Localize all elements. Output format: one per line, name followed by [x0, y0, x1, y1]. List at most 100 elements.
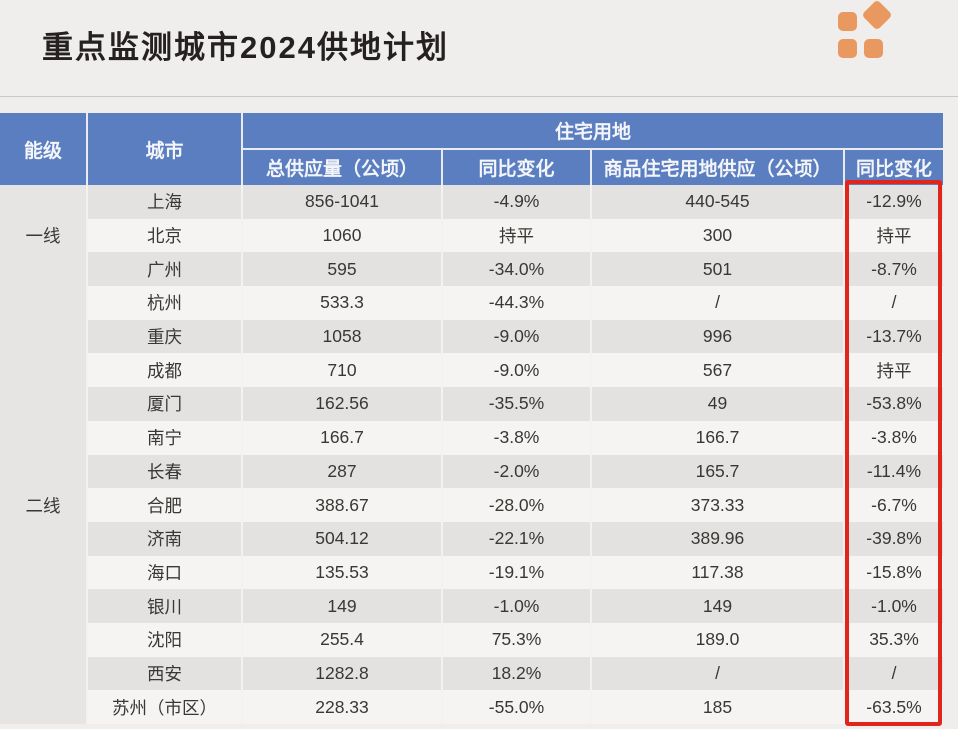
- value-cell: 996: [592, 319, 845, 354]
- table-row: 长春 287 -2.0% 165.7 -11.4%: [0, 454, 944, 489]
- value-cell: 388.67: [243, 488, 443, 522]
- title-divider: [0, 96, 958, 97]
- value-cell: -11.4%: [845, 454, 944, 489]
- table-row: 重庆 1058 -9.0% 996 -13.7%: [0, 319, 944, 354]
- tier-cell: 二线: [0, 286, 88, 724]
- value-cell: -1.0%: [845, 589, 944, 623]
- value-cell: 228.33: [243, 690, 443, 724]
- table-row: 海口 135.53 -19.1% 117.38 -15.8%: [0, 555, 944, 590]
- value-cell: -55.0%: [443, 690, 592, 724]
- value-cell: -35.5%: [443, 387, 592, 421]
- value-cell: 255.4: [243, 622, 443, 657]
- table-header: 能级 城市 住宅用地 总供应量（公顷） 同比变化 商品住宅用地供应（公顷） 同比…: [0, 113, 944, 185]
- header-city: 城市: [88, 113, 243, 185]
- value-cell: /: [592, 656, 845, 691]
- value-cell: 166.7: [592, 420, 845, 455]
- value-cell: 166.7: [243, 420, 443, 455]
- value-cell: 504.12: [243, 521, 443, 556]
- value-cell: -9.0%: [443, 319, 592, 354]
- value-cell: 1282.8: [243, 656, 443, 691]
- table-row: 沈阳 255.4 75.3% 189.0 35.3%: [0, 622, 944, 657]
- value-cell: 持平: [443, 218, 592, 253]
- value-cell: 162.56: [243, 387, 443, 421]
- table-row: 南宁 166.7 -3.8% 166.7 -3.8%: [0, 420, 944, 455]
- header-yoy-change-2: 同比变化: [845, 150, 944, 185]
- value-cell: 185: [592, 690, 845, 724]
- value-cell: 501: [592, 252, 845, 287]
- value-cell: /: [592, 286, 845, 320]
- land-supply-table: 能级 城市 住宅用地 总供应量（公顷） 同比变化 商品住宅用地供应（公顷） 同比…: [0, 113, 944, 724]
- city-cell: 广州: [88, 252, 243, 287]
- value-cell: -28.0%: [443, 488, 592, 522]
- value-cell: 149: [243, 589, 443, 623]
- value-cell: 440-545: [592, 185, 845, 219]
- value-cell: -6.7%: [845, 488, 944, 522]
- value-cell: 18.2%: [443, 656, 592, 691]
- city-cell: 西安: [88, 656, 243, 691]
- city-cell: 上海: [88, 185, 243, 219]
- value-cell: -22.1%: [443, 521, 592, 556]
- city-cell: 南宁: [88, 420, 243, 455]
- value-cell: 35.3%: [845, 622, 944, 657]
- table-body: 一线 上海 856-1041 -4.9% 440-545 -12.9% 北京 1060 持平 30…: [0, 185, 944, 724]
- logo-square-icon: [838, 39, 857, 58]
- city-cell: 海口: [88, 555, 243, 590]
- table-row: 苏州（市区） 228.33 -55.0% 185 -63.5%: [0, 690, 944, 724]
- value-cell: 135.53: [243, 555, 443, 590]
- value-cell: 567: [592, 353, 845, 388]
- value-cell: -12.9%: [845, 185, 944, 219]
- logo-square-icon: [864, 39, 883, 58]
- value-cell: 300: [592, 218, 845, 253]
- value-cell: /: [845, 656, 944, 691]
- value-cell: -13.7%: [845, 319, 944, 354]
- city-cell: 重庆: [88, 319, 243, 354]
- value-cell: 373.33: [592, 488, 845, 522]
- value-cell: 持平: [845, 353, 944, 388]
- header-group-residential-land: 住宅用地: [243, 113, 944, 150]
- value-cell: -8.7%: [845, 252, 944, 287]
- table-row: 广州 595 -34.0% 501 -8.7%: [0, 252, 944, 287]
- city-cell: 长春: [88, 454, 243, 489]
- table-row: 北京 1060 持平 300 持平: [0, 218, 944, 253]
- table-row: 济南 504.12 -22.1% 389.96 -39.8%: [0, 521, 944, 556]
- value-cell: 75.3%: [443, 622, 592, 657]
- value-cell: -39.8%: [845, 521, 944, 556]
- city-cell: 杭州: [88, 286, 243, 320]
- value-cell: 持平: [845, 218, 944, 253]
- table-row: 厦门 162.56 -35.5% 49 -53.8%: [0, 387, 944, 421]
- table-row: 一线 上海 856-1041 -4.9% 440-545 -12.9%: [0, 185, 944, 287]
- value-cell: 165.7: [592, 454, 845, 489]
- page-title: 重点监测城市2024供地计划: [42, 30, 449, 65]
- city-cell: 北京: [88, 218, 243, 253]
- table-row: 二线 杭州 533.3 -44.3% / /: [0, 286, 944, 724]
- city-cell: 银川: [88, 589, 243, 623]
- value-cell: 389.96: [592, 521, 845, 556]
- value-cell: 595: [243, 252, 443, 287]
- city-cell: 成都: [88, 353, 243, 388]
- value-cell: -19.1%: [443, 555, 592, 590]
- value-cell: 533.3: [243, 286, 443, 320]
- value-cell: /: [845, 286, 944, 320]
- logo-square-icon: [838, 12, 857, 31]
- table-row: 成都 710 -9.0% 567 持平: [0, 353, 944, 388]
- value-cell: 710: [243, 353, 443, 388]
- city-cell: 厦门: [88, 387, 243, 421]
- city-cell: 苏州（市区）: [88, 690, 243, 724]
- table-row: 西安 1282.8 18.2% / /: [0, 656, 944, 691]
- value-cell: 287: [243, 454, 443, 489]
- value-cell: 1058: [243, 319, 443, 354]
- header-tier: 能级: [0, 113, 88, 185]
- value-cell: -2.0%: [443, 454, 592, 489]
- value-cell: -1.0%: [443, 589, 592, 623]
- value-cell: 856-1041: [243, 185, 443, 219]
- value-cell: 49: [592, 387, 845, 421]
- value-cell: -9.0%: [443, 353, 592, 388]
- header-total-supply: 总供应量（公顷）: [243, 150, 443, 185]
- value-cell: 117.38: [592, 555, 845, 590]
- logo-diamond-icon: [861, 0, 893, 31]
- value-cell: 1060: [243, 218, 443, 253]
- value-cell: -63.5%: [845, 690, 944, 724]
- brand-logo-icon: [830, 0, 910, 64]
- value-cell: -34.0%: [443, 252, 592, 287]
- value-cell: -53.8%: [845, 387, 944, 421]
